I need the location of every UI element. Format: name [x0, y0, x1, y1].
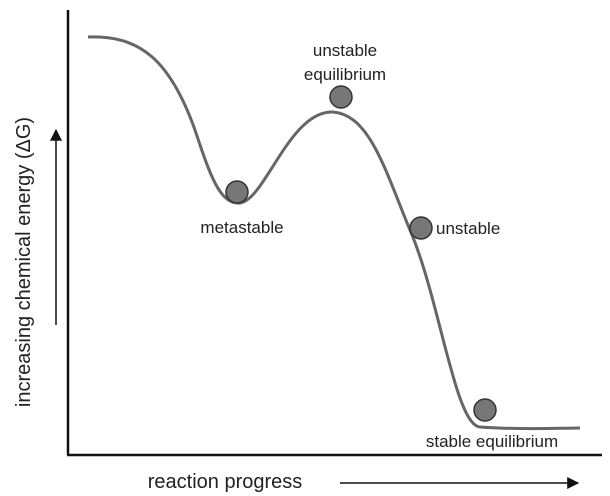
- state-label: stable equilibrium: [426, 432, 558, 451]
- ball: [225, 180, 249, 204]
- state-label: unstable: [436, 219, 500, 238]
- energy-curve: [87, 35, 581, 431]
- y-axis-label: increasing chemical energy (ΔG): [13, 117, 35, 407]
- x-axis-label: reaction progress: [148, 471, 303, 493]
- state-label: unstable: [313, 41, 377, 60]
- state-label: metastable: [200, 218, 283, 237]
- state-label: equilibrium: [304, 65, 386, 84]
- ball: [329, 85, 353, 109]
- ball: [473, 398, 497, 422]
- ball: [409, 216, 433, 240]
